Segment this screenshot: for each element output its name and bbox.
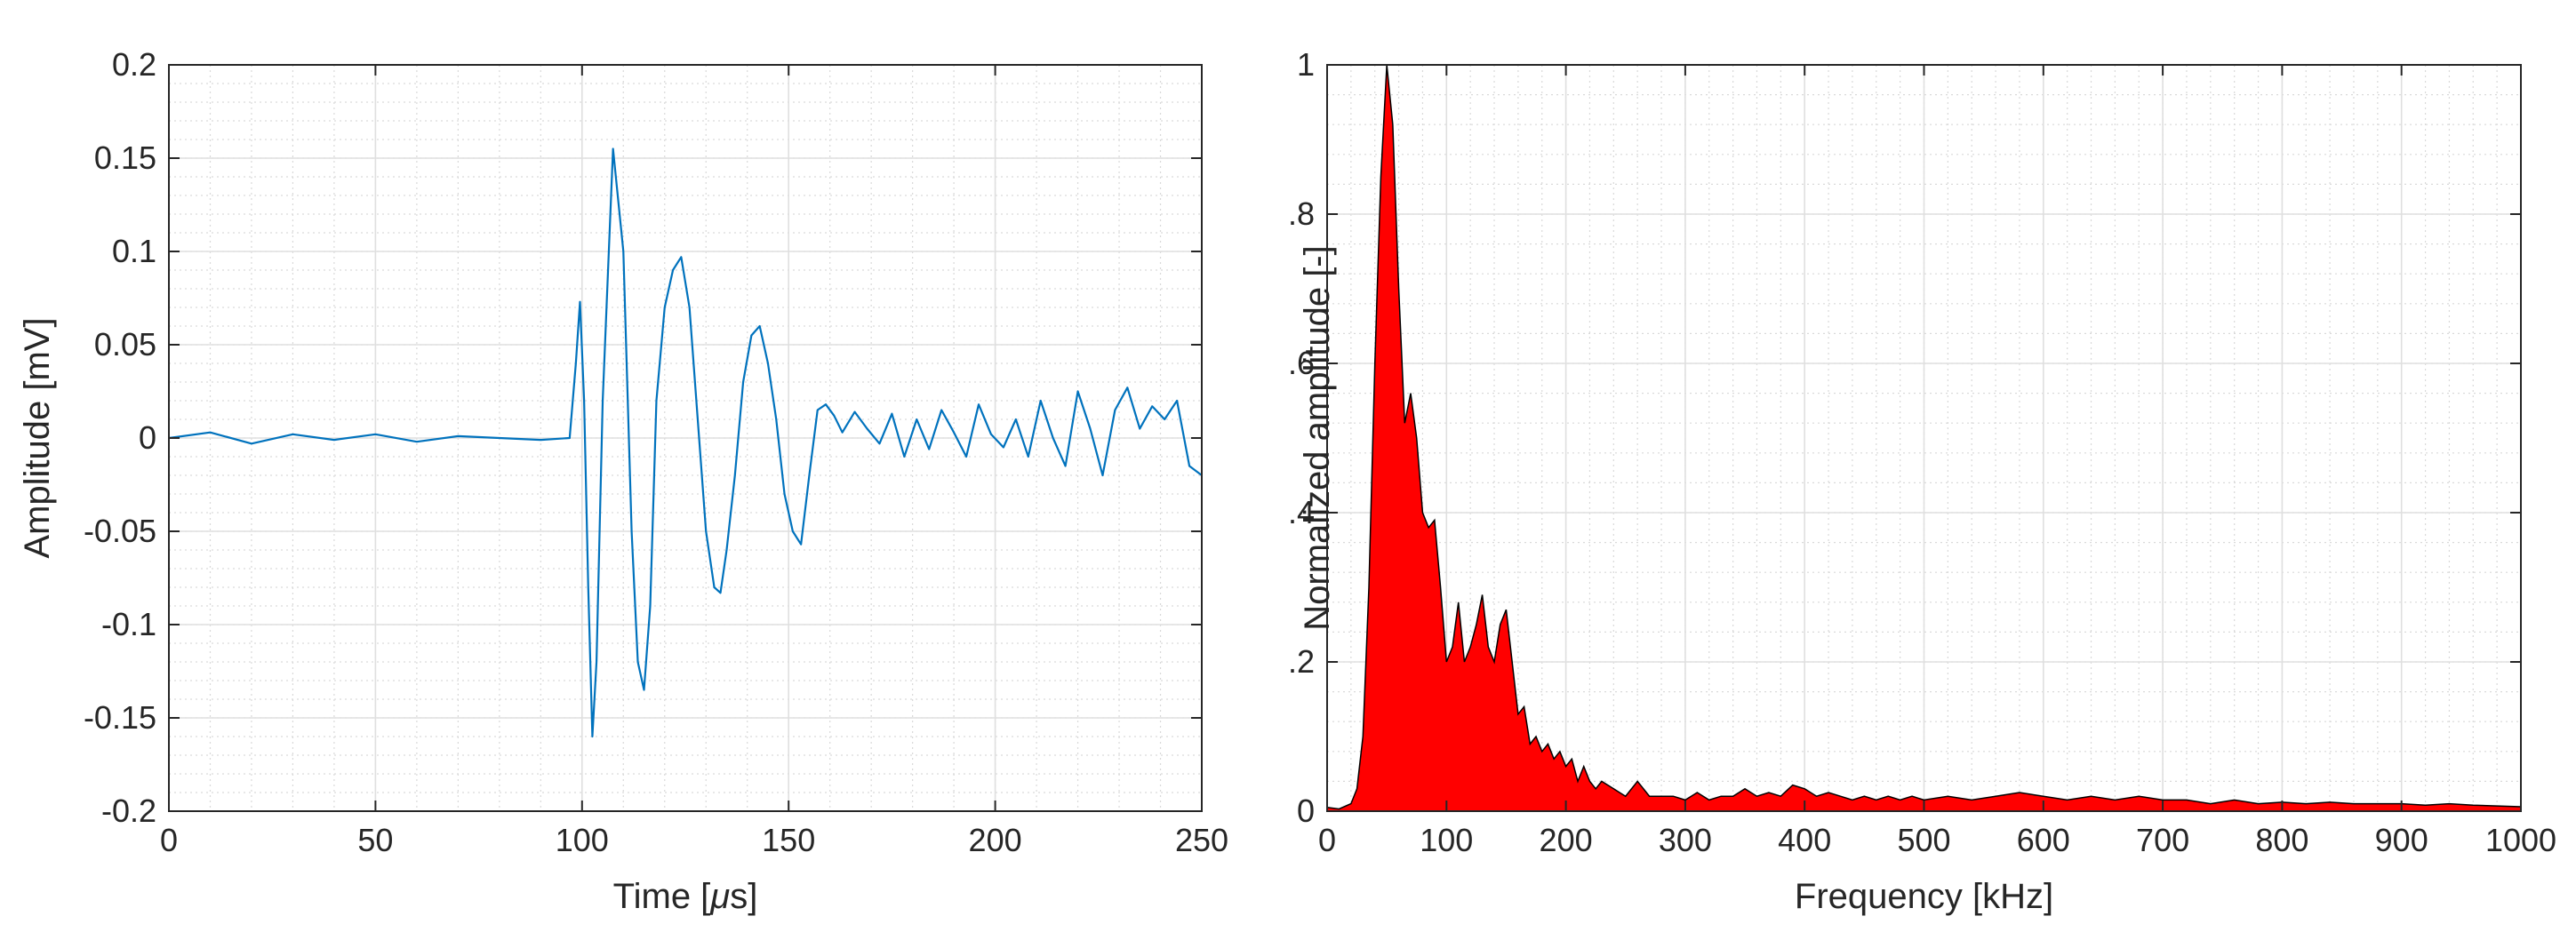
y-tick-label: 0.4 <box>1288 494 1315 530</box>
series-layer <box>1326 64 2522 811</box>
y-tick-labels: -0.2 -0.15 -0.1 -0.05 0 0.05 0.1 0.15 0.2 <box>84 46 156 829</box>
x-tick-label: 1000 <box>2485 822 2556 858</box>
y-tick-label: 0.8 <box>1288 195 1315 232</box>
tick-marks <box>1326 64 2522 812</box>
y-tick-label: 0.05 <box>94 326 156 362</box>
x-tick-label: 0 <box>160 822 178 858</box>
x-axis-label: Frequency [kHz] <box>1795 877 2053 916</box>
x-axis-label: Time [μs] <box>613 877 758 916</box>
x-tick-label: 300 <box>1659 822 1712 858</box>
y-axis-label: Amplitude [mV] <box>18 317 57 558</box>
y-tick-label: -0.2 <box>101 793 156 829</box>
x-tick-label: 200 <box>1540 822 1593 858</box>
y-tick-label: -0.05 <box>84 513 156 549</box>
spectrum-area <box>1327 65 2521 811</box>
y-tick-labels: 0 0.2 0.4 0.6 0.8 1 <box>1288 46 1315 829</box>
tick-marks <box>168 64 1203 812</box>
y-tick-label: 1 <box>1297 46 1315 83</box>
x-tick-label: 500 <box>1897 822 1950 858</box>
x-tick-label: 200 <box>969 822 1022 858</box>
x-tick-label: 100 <box>556 822 609 858</box>
x-tick-label: 0 <box>1318 822 1336 858</box>
waveform-line <box>168 147 1203 738</box>
mu-symbol: μ <box>709 877 730 916</box>
y-axis-label: Normalized amplitude [-] <box>1298 245 1337 631</box>
x-tick-label: 100 <box>1420 822 1473 858</box>
y-tick-label: 0.15 <box>94 139 156 176</box>
x-tick-label: 800 <box>2255 822 2308 858</box>
y-tick-label: 0.2 <box>112 46 156 83</box>
series-layer <box>168 147 1203 738</box>
x-tick-label: 250 <box>1175 822 1228 858</box>
y-tick-label: -0.15 <box>84 699 156 736</box>
y-tick-label: 0 <box>1297 793 1315 829</box>
y-tick-label: 0.6 <box>1288 345 1315 381</box>
y-tick-label: 0.1 <box>112 233 156 269</box>
x-tick-label: 900 <box>2375 822 2428 858</box>
spectrum-edge <box>1326 64 2522 810</box>
x-tick-label: 600 <box>2017 822 2070 858</box>
y-tick-label: 0 <box>139 419 156 456</box>
major-grid <box>1327 65 2521 811</box>
x-tick-label: 400 <box>1778 822 1831 858</box>
x-tick-labels: 0 50 100 150 200 250 <box>160 822 1228 858</box>
x-tick-label: 50 <box>357 822 393 858</box>
x-tick-label: 700 <box>2136 822 2189 858</box>
time-domain-chart: 0 50 100 150 200 250 -0.2 -0.15 -0.1 -0.05 0 0.05 0… <box>18 46 1228 916</box>
x-tick-labels: 0 100 200 300 400 500 600 700 800 900 1000 <box>1318 822 2556 858</box>
y-tick-label: -0.1 <box>101 606 156 642</box>
frequency-domain-chart: 0 100 200 300 400 500 600 700 800 900 1000 0 0.2 0.4… <box>1288 46 2556 916</box>
x-tick-label: 150 <box>762 822 815 858</box>
y-tick-label: 0.2 <box>1288 643 1315 680</box>
